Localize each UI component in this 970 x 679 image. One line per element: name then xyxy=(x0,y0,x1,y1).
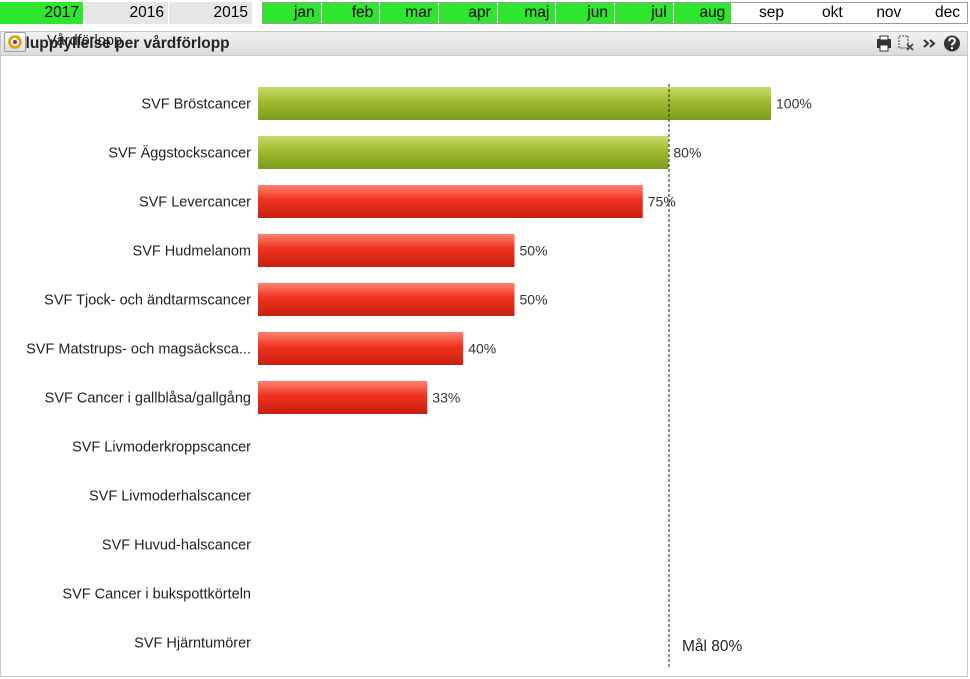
bar[interactable] xyxy=(258,87,771,120)
category-label[interactable]: SVF Bröstcancer xyxy=(141,97,251,113)
category-label[interactable]: SVF Hudmelanom xyxy=(133,244,251,260)
month-button-jun[interactable]: jun xyxy=(556,3,614,23)
month-button-nov[interactable]: nov xyxy=(876,4,902,21)
month-selector: jan feb mar apr maj jun jul aug sep okt nov dec xyxy=(262,2,968,24)
category-label[interactable]: SVF Matstrups- och magsäcksca... xyxy=(26,342,251,358)
panel-toolbar xyxy=(875,34,963,53)
bar[interactable] xyxy=(258,185,643,218)
year-button-2017[interactable]: 2017 xyxy=(0,2,83,24)
print-icon[interactable] xyxy=(875,34,893,53)
value-label: 33% xyxy=(432,390,460,406)
value-label: 100% xyxy=(776,96,812,112)
category-label[interactable]: SVF Levercancer xyxy=(139,195,251,211)
cycle-icon xyxy=(8,35,22,49)
month-button-apr[interactable]: apr xyxy=(439,3,497,23)
bar[interactable] xyxy=(258,381,428,414)
year-button-2015[interactable]: 2015 xyxy=(169,2,252,24)
year-button-2016[interactable]: 2016 xyxy=(84,2,168,24)
month-button-feb[interactable]: feb xyxy=(321,3,380,23)
more-icon[interactable] xyxy=(921,34,939,53)
month-button-okt[interactable]: okt xyxy=(821,4,843,21)
panel-header: Måluppfyllelse per vårdförlopp xyxy=(1,32,967,56)
category-label[interactable]: SVF Äggstockscancer xyxy=(108,145,251,162)
month-button-aug[interactable]: aug xyxy=(673,3,732,23)
bar[interactable] xyxy=(258,332,464,365)
year-selector: 2017 2016 2015 xyxy=(0,2,253,24)
category-label[interactable]: SVF Tjock- och ändtarmscancer xyxy=(44,293,251,309)
panel-title: Måluppfyllelse per vårdförlopp xyxy=(4,35,230,52)
category-label[interactable]: SVF Livmoderhalscancer xyxy=(89,489,251,505)
category-label[interactable]: SVF Hjärntumörer xyxy=(134,636,251,652)
category-label[interactable]: SVF Cancer i bukspottkörteln xyxy=(62,587,251,603)
help-icon[interactable] xyxy=(943,34,961,53)
month-button-sep[interactable]: sep xyxy=(758,4,784,21)
value-label: 50% xyxy=(520,292,548,308)
category-label[interactable]: SVF Livmoderkroppscancer xyxy=(72,440,251,456)
month-button-jan[interactable]: jan xyxy=(263,3,321,23)
value-label: 50% xyxy=(520,243,548,259)
category-label[interactable]: SVF Huvud-halscancer xyxy=(102,538,251,554)
bar[interactable] xyxy=(258,136,669,169)
bar[interactable] xyxy=(258,283,515,316)
bar[interactable] xyxy=(258,234,515,267)
month-button-dec[interactable]: dec xyxy=(934,4,960,21)
month-button-mar[interactable]: mar xyxy=(380,3,438,23)
clear-selection-icon[interactable] xyxy=(897,34,915,53)
month-button-jul[interactable]: jul xyxy=(615,3,673,23)
target-label: Mål 80% xyxy=(682,638,743,655)
dimension-label: Vårdförlopp xyxy=(47,33,122,49)
value-label: 40% xyxy=(468,341,496,357)
value-label: 75% xyxy=(648,194,676,210)
value-label: 80% xyxy=(673,145,701,161)
cycle-dimension-icon[interactable] xyxy=(4,32,26,52)
month-button-maj[interactable]: maj xyxy=(497,3,556,23)
category-label[interactable]: SVF Cancer i gallblåsa/gallgång xyxy=(45,391,251,407)
